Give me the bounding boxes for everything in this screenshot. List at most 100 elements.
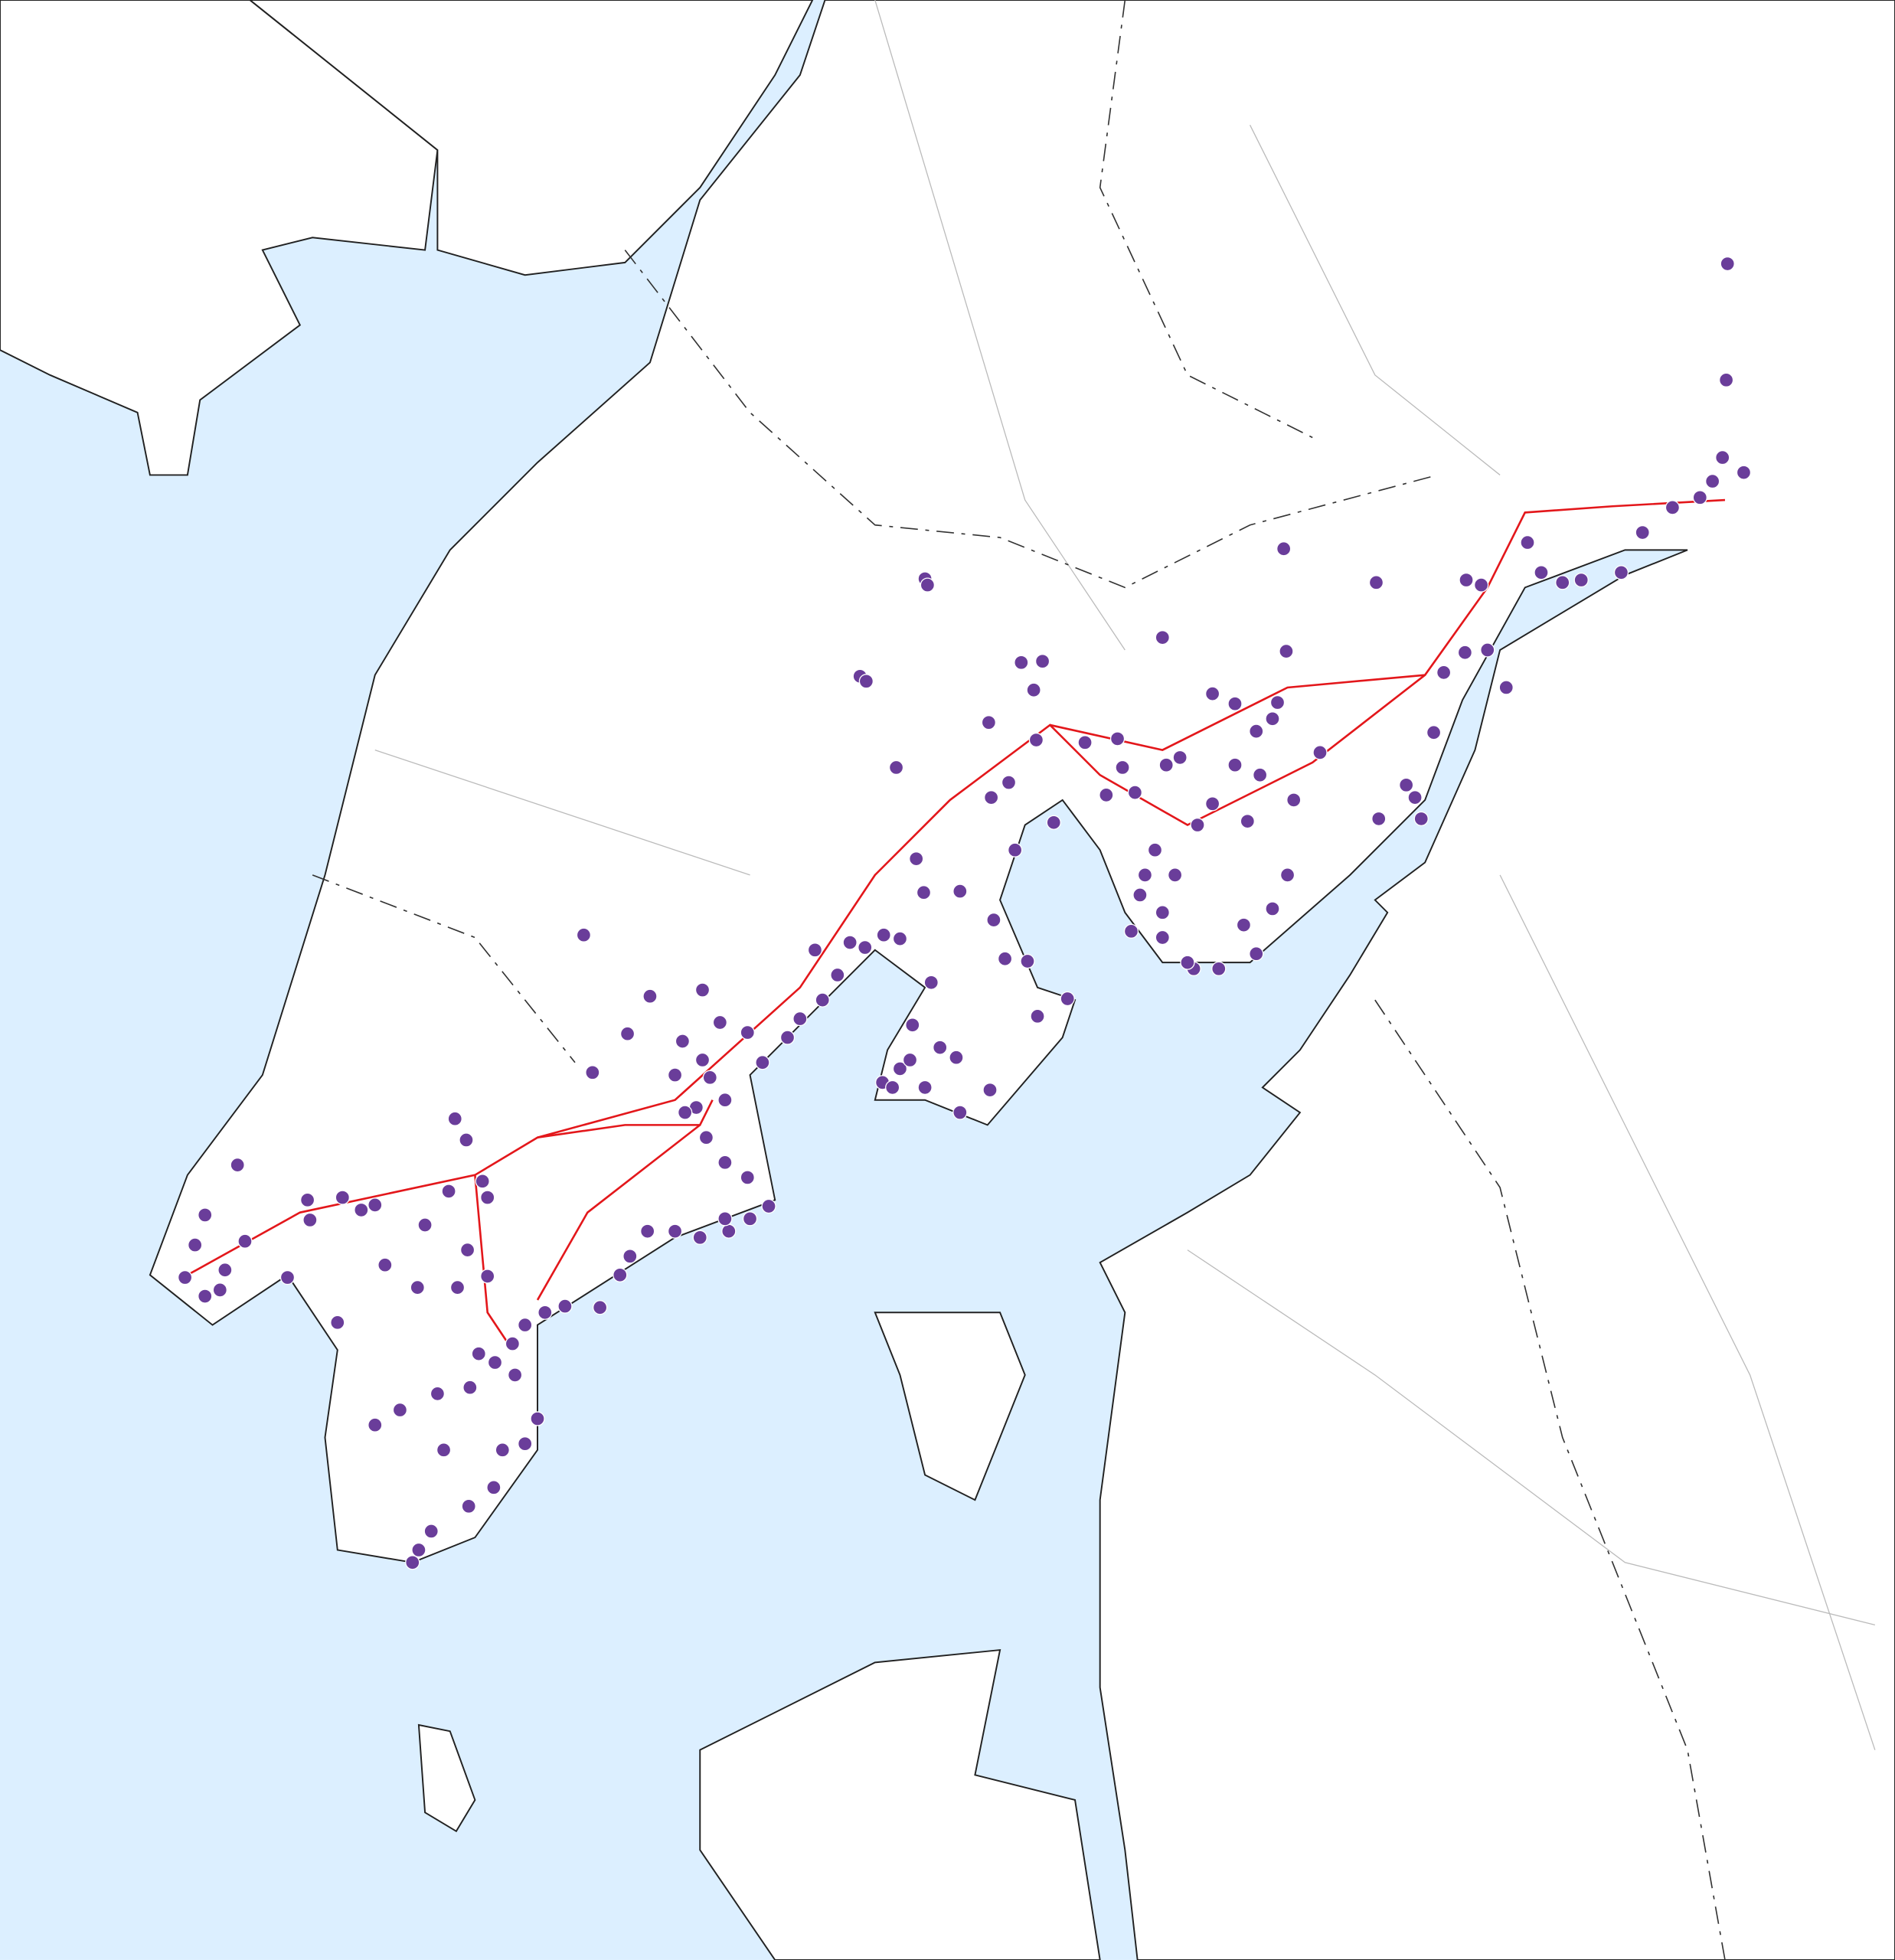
road — [374, 749, 750, 876]
marker — [1692, 490, 1707, 505]
marker — [518, 1317, 533, 1333]
marker — [949, 1050, 964, 1065]
marker — [430, 1386, 446, 1402]
north-land — [248, 0, 814, 276]
marker — [1227, 757, 1243, 773]
marker — [1665, 500, 1681, 515]
marker — [392, 1402, 408, 1418]
marker — [198, 1207, 213, 1223]
marker — [377, 1257, 393, 1272]
marker — [1534, 565, 1549, 580]
marker — [916, 885, 932, 900]
marker — [1204, 686, 1220, 701]
marker — [217, 1263, 233, 1278]
marker — [1276, 541, 1292, 557]
marker — [495, 1442, 510, 1458]
marker — [335, 1190, 350, 1205]
marker — [1137, 867, 1153, 883]
marker — [717, 1093, 733, 1108]
boundary — [312, 874, 576, 1063]
marker — [858, 939, 873, 956]
marker — [1115, 760, 1130, 776]
marker — [702, 1070, 717, 1085]
route — [1050, 674, 1426, 751]
marker — [1180, 955, 1195, 970]
marker — [368, 1417, 383, 1432]
marker — [302, 1212, 318, 1228]
marker — [1060, 991, 1075, 1007]
marker — [984, 790, 999, 805]
road — [874, 0, 1126, 651]
marker — [1127, 785, 1143, 800]
marker — [507, 1367, 523, 1383]
marker — [1399, 777, 1414, 792]
marker — [1613, 565, 1629, 580]
marker — [354, 1202, 369, 1218]
marker — [1155, 905, 1170, 920]
marker — [1020, 953, 1035, 969]
marker — [576, 927, 592, 942]
marker — [815, 992, 830, 1008]
marker — [1155, 929, 1170, 946]
marker — [1279, 867, 1295, 883]
marker — [1635, 524, 1650, 541]
marker — [198, 1289, 213, 1304]
marker — [842, 935, 858, 950]
marker — [1158, 757, 1174, 773]
marker — [933, 1040, 948, 1055]
marker — [1459, 572, 1474, 588]
marker — [1736, 465, 1752, 480]
marker — [1147, 842, 1163, 858]
marker — [997, 951, 1013, 966]
marker — [740, 1170, 755, 1185]
marker — [1436, 665, 1452, 681]
marker — [698, 1130, 714, 1145]
marker — [902, 1052, 918, 1068]
marker — [1172, 750, 1188, 766]
road — [1499, 874, 1876, 1750]
marker — [981, 715, 997, 730]
island — [417, 1723, 476, 1833]
marker — [1099, 787, 1114, 803]
marker — [447, 1111, 462, 1126]
marker — [405, 1555, 420, 1570]
marker — [299, 1192, 315, 1207]
marker — [1473, 577, 1489, 593]
marker — [885, 1080, 900, 1096]
marker — [858, 674, 874, 689]
marker — [1498, 680, 1514, 695]
boundary — [1099, 0, 1313, 439]
marker — [755, 1055, 770, 1070]
marker — [1236, 917, 1252, 933]
marker — [1520, 534, 1535, 550]
marker — [530, 1411, 545, 1426]
marker — [279, 1269, 296, 1285]
marker — [876, 927, 891, 942]
marker — [1265, 711, 1280, 727]
marker — [1046, 815, 1061, 830]
marker — [1132, 887, 1148, 903]
marker — [667, 1067, 683, 1083]
marker — [1190, 817, 1205, 833]
marker — [475, 1174, 490, 1189]
marker — [461, 1498, 476, 1514]
roads — [312, 0, 1876, 1960]
marker — [1167, 867, 1183, 883]
marker — [1718, 372, 1734, 387]
marker — [1204, 796, 1220, 812]
road — [1187, 1250, 1876, 1626]
marker — [692, 1230, 707, 1245]
marker — [1077, 735, 1093, 750]
marker — [1457, 645, 1473, 660]
marker — [952, 884, 968, 899]
marker — [593, 1300, 608, 1315]
marker — [1426, 725, 1442, 740]
marker — [368, 1197, 383, 1213]
marker — [792, 1011, 808, 1027]
marker — [1030, 1008, 1045, 1024]
marker — [1480, 642, 1495, 658]
marker — [779, 1030, 796, 1045]
marker — [982, 1083, 998, 1098]
